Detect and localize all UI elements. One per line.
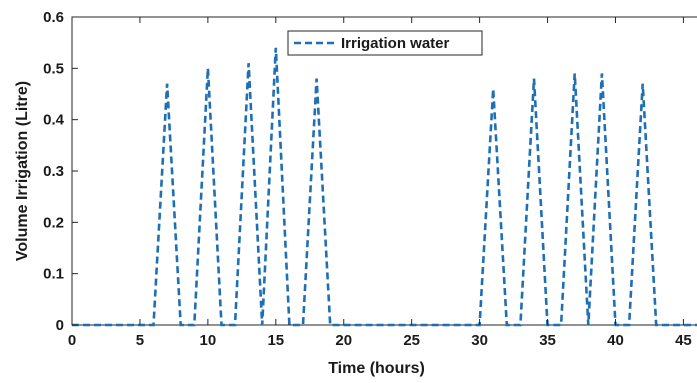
plot-area-border [71,16,697,326]
y-tick-label: 0.5 [43,60,64,77]
x-tick-label: 10 [200,332,217,349]
x-tick-label: 25 [403,332,420,349]
plot-frame [71,16,697,326]
y-tick-label: 0 [56,317,64,334]
series-line-0 [72,47,697,327]
x-tick-label: 30 [471,332,488,349]
y-tick-label: 0.3 [43,163,64,180]
x-tick-label: 5 [136,332,144,349]
x-tick-label: 45 [675,332,692,349]
x-tick-label: 20 [335,332,352,349]
y-tick-label: 0.1 [43,266,64,283]
x-tick-label: 35 [539,332,556,349]
legend-entry-irrigation-water: Irrigation water [341,35,450,52]
ticks-layer: 0 5 10 15 20 25 30 35 40 45 0 0.1 0.2 0.3 0.4 0.5 0.6 [43,9,692,349]
y-axis-label: Volume Irrigation (Litre) [14,81,31,261]
legend: Irrigation water [287,30,483,56]
x-axis-label: Time (hours) [328,360,425,377]
y-tick-label: 0.4 [43,112,65,129]
x-tick-label: 40 [607,332,624,349]
data-layer [71,47,697,327]
y-tick-label: 0.2 [43,214,64,231]
legend-box [287,30,483,56]
x-tick-label: 15 [267,332,284,349]
y-tick-label: 0.6 [43,9,64,26]
x-tick-label: 0 [68,332,76,349]
